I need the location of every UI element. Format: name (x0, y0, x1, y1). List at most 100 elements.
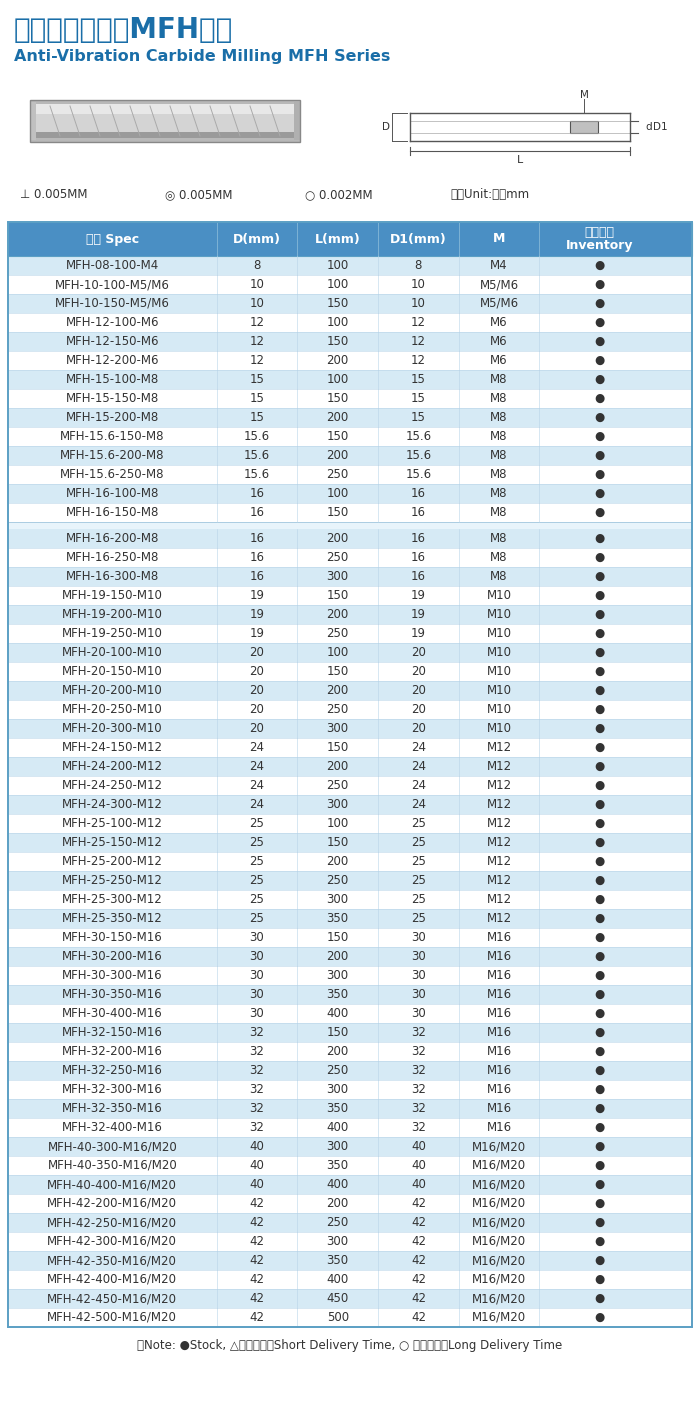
Bar (8, 1232, 692, 1250)
Bar (8, 370, 692, 389)
Text: 40: 40 (249, 1140, 265, 1153)
Text: 24: 24 (411, 779, 426, 792)
Text: MFH-16-100-M8: MFH-16-100-M8 (66, 487, 159, 500)
Text: 150: 150 (327, 430, 349, 443)
Text: 40: 40 (249, 1178, 265, 1191)
Bar (8, 503, 692, 523)
Text: MFH-32-400-M16: MFH-32-400-M16 (62, 1121, 162, 1134)
Text: 300: 300 (327, 799, 349, 811)
Text: L(mm): L(mm) (315, 232, 360, 245)
Text: 400: 400 (327, 1121, 349, 1134)
Text: MFH-42-250-M16/M20: MFH-42-250-M16/M20 (48, 1216, 177, 1229)
Text: 150: 150 (327, 506, 349, 520)
Text: 24: 24 (249, 779, 265, 792)
Text: 32: 32 (249, 1083, 265, 1096)
Text: ●: ● (594, 297, 604, 310)
Text: ●: ● (594, 430, 604, 443)
Text: ◎ 0.005MM: ◎ 0.005MM (165, 188, 232, 201)
Text: ●: ● (594, 336, 604, 348)
Text: 25: 25 (249, 835, 265, 850)
Bar (30, 101, 300, 142)
Text: M8: M8 (491, 571, 508, 583)
Text: M8: M8 (491, 372, 508, 387)
Text: 15.6: 15.6 (244, 449, 270, 462)
Text: 10: 10 (411, 278, 426, 292)
Text: 150: 150 (327, 392, 349, 405)
Text: 200: 200 (327, 411, 349, 423)
Text: 20: 20 (411, 684, 426, 697)
Bar (8, 1250, 692, 1270)
Bar (8, 1080, 692, 1099)
Text: M12: M12 (486, 893, 512, 906)
Text: MFH-25-100-M12: MFH-25-100-M12 (62, 817, 162, 830)
Text: 250: 250 (327, 779, 349, 792)
Text: ●: ● (594, 666, 604, 678)
Bar (8, 871, 692, 891)
Text: MFH-42-500-M16/M20: MFH-42-500-M16/M20 (48, 1311, 177, 1324)
Text: 20: 20 (249, 684, 265, 697)
Text: MFH-15.6-250-M8: MFH-15.6-250-M8 (60, 469, 164, 481)
Text: MFH-30-350-M16: MFH-30-350-M16 (62, 988, 162, 1001)
Text: 30: 30 (411, 969, 426, 983)
Text: M10: M10 (486, 702, 512, 716)
Bar (8, 663, 692, 681)
Text: 100: 100 (327, 259, 349, 272)
Text: 40: 40 (249, 1160, 265, 1172)
Text: 250: 250 (327, 1216, 349, 1229)
Text: 300: 300 (327, 722, 349, 735)
Text: 25: 25 (411, 855, 426, 868)
Text: D1: D1 (653, 122, 668, 132)
Text: MFH-15.6-150-M8: MFH-15.6-150-M8 (60, 430, 164, 443)
Text: ●: ● (594, 874, 604, 886)
Text: 规格 Spec: 规格 Spec (85, 232, 139, 245)
Text: MFH-25-150-M12: MFH-25-150-M12 (62, 835, 162, 850)
Text: M16: M16 (486, 1121, 512, 1134)
Text: Inventory: Inventory (566, 238, 633, 252)
Text: MFH-15-200-M8: MFH-15-200-M8 (66, 411, 159, 423)
Text: 100: 100 (327, 372, 349, 387)
Text: Anti-Vibration Carbide Milling MFH Series: Anti-Vibration Carbide Milling MFH Serie… (14, 50, 391, 65)
Bar (30, 103, 300, 115)
Bar (8, 1194, 692, 1214)
Text: ●: ● (594, 1045, 604, 1058)
Text: 15.6: 15.6 (244, 430, 270, 443)
Bar (8, 464, 692, 484)
Text: ●: ● (594, 316, 604, 329)
Bar (8, 1119, 692, 1137)
Text: M16: M16 (486, 950, 512, 963)
Text: 注Note: ●Stock, △交货时间短Short Delivery Time, ○ 交货时间长Long Delivery Time: 注Note: ●Stock, △交货时间短Short Delivery Time… (137, 1338, 563, 1351)
Bar (30, 102, 36, 140)
Text: M10: M10 (486, 607, 512, 622)
Bar (8, 643, 692, 663)
Bar (8, 295, 692, 313)
Text: 100: 100 (327, 316, 349, 329)
Text: M16: M16 (486, 1063, 512, 1078)
Text: M6: M6 (490, 354, 508, 367)
Text: ●: ● (594, 1255, 604, 1267)
Text: 150: 150 (327, 589, 349, 602)
Text: ●: ● (594, 372, 604, 387)
Text: MFH-19-150-M10: MFH-19-150-M10 (62, 589, 162, 602)
Text: 32: 32 (249, 1063, 265, 1078)
Text: 200: 200 (327, 950, 349, 963)
Text: 15: 15 (249, 392, 265, 405)
Text: 42: 42 (411, 1273, 426, 1286)
Text: 42: 42 (411, 1235, 426, 1247)
Text: 钨钢抗震铣刀杆MFH系列: 钨钢抗震铣刀杆MFH系列 (14, 16, 233, 44)
Text: 42: 42 (249, 1291, 265, 1306)
Bar (8, 566, 692, 586)
Text: ●: ● (594, 506, 604, 520)
Text: MFH-30-300-M16: MFH-30-300-M16 (62, 969, 162, 983)
Bar (8, 681, 692, 700)
Text: 42: 42 (249, 1235, 265, 1247)
Text: M12: M12 (486, 779, 512, 792)
Text: 25: 25 (249, 912, 265, 925)
Text: 200: 200 (327, 449, 349, 462)
Text: ●: ● (594, 607, 604, 622)
Text: ●: ● (594, 1178, 604, 1191)
Bar (570, 120, 598, 133)
Bar (8, 1042, 692, 1061)
Text: M16: M16 (486, 1083, 512, 1096)
Text: M16/M20: M16/M20 (472, 1291, 526, 1306)
Bar (8, 256, 692, 275)
